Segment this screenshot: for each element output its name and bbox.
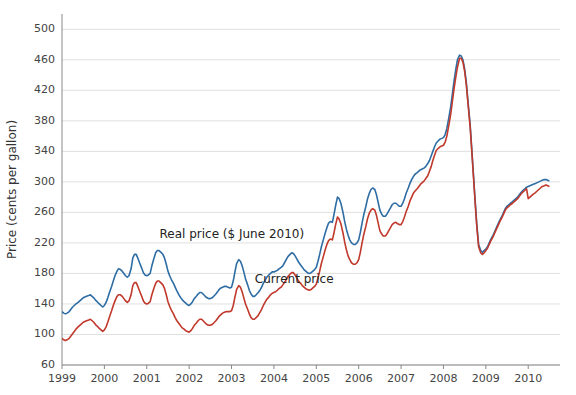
grid-line xyxy=(62,90,560,91)
grid-line xyxy=(62,212,560,213)
x-tick xyxy=(273,365,274,369)
x-tick-label: 2001 xyxy=(133,372,161,385)
x-tick xyxy=(485,365,486,369)
y-axis-label: Price (cents per gallon) xyxy=(5,120,19,259)
x-tick xyxy=(189,365,190,369)
y-tick-label: 140 xyxy=(34,297,55,310)
x-tick xyxy=(62,365,63,369)
y-tick-label: 60 xyxy=(41,358,55,371)
annotations: Real price ($ June 2010) Current price xyxy=(159,227,333,286)
grid-line xyxy=(62,120,560,121)
x-tick xyxy=(401,365,402,369)
chart: 60 100 140 180 220 260 300 340 380 420 460 500 1999 2… xyxy=(0,0,576,395)
x-tick-label: 1999 xyxy=(48,372,76,385)
y-tick-label: 340 xyxy=(34,144,55,157)
grid-line xyxy=(62,365,560,366)
x-tick-label: 2003 xyxy=(218,372,246,385)
x-tick xyxy=(231,365,232,369)
x-tick-label: 2007 xyxy=(387,372,415,385)
series-line xyxy=(62,58,549,340)
x-ticks: 1999 2000 2001 2002 2003 2004 2005 2006 2007 2008… xyxy=(48,365,542,385)
grid-line xyxy=(62,29,560,30)
x-tick-label: 2004 xyxy=(260,372,288,385)
x-tick-label: 2000 xyxy=(90,372,118,385)
x-tick-label: 2010 xyxy=(514,372,542,385)
x-tick-label: 2005 xyxy=(302,372,330,385)
x-tick xyxy=(146,365,147,369)
y-tick-label: 100 xyxy=(34,327,55,340)
y-tick-label: 180 xyxy=(34,266,55,279)
series-line xyxy=(62,55,549,314)
x-axis-line xyxy=(62,365,560,366)
y-tick-label: 300 xyxy=(34,175,55,188)
grid-line xyxy=(62,242,560,243)
grid-line xyxy=(62,181,560,182)
annotation: Current price xyxy=(255,272,334,286)
x-tick xyxy=(104,365,105,369)
x-tick-label: 2009 xyxy=(472,372,500,385)
y-tick-label: 500 xyxy=(34,22,55,35)
x-tick xyxy=(443,365,444,369)
x-tick xyxy=(358,365,359,369)
grid-line xyxy=(62,303,560,304)
x-tick xyxy=(316,365,317,369)
x-tick xyxy=(528,365,529,369)
x-tick-label: 2002 xyxy=(175,372,203,385)
plot-lines xyxy=(62,55,549,340)
grid-line xyxy=(62,334,560,335)
x-tick-label: 2008 xyxy=(429,372,457,385)
y-grid xyxy=(62,29,560,365)
y-tick-label: 380 xyxy=(34,114,55,127)
grid-line xyxy=(62,151,560,152)
x-tick-label: 2006 xyxy=(345,372,373,385)
y-tick-label: 260 xyxy=(34,205,55,218)
y-tick-label: 420 xyxy=(34,83,55,96)
annotation: Real price ($ June 2010) xyxy=(159,227,304,241)
y-tick-label: 460 xyxy=(34,53,55,66)
y-tick-label: 220 xyxy=(34,236,55,249)
grid-line xyxy=(62,59,560,60)
y-ticks: 60 100 140 180 220 260 300 340 380 420 460 500 xyxy=(34,22,55,371)
